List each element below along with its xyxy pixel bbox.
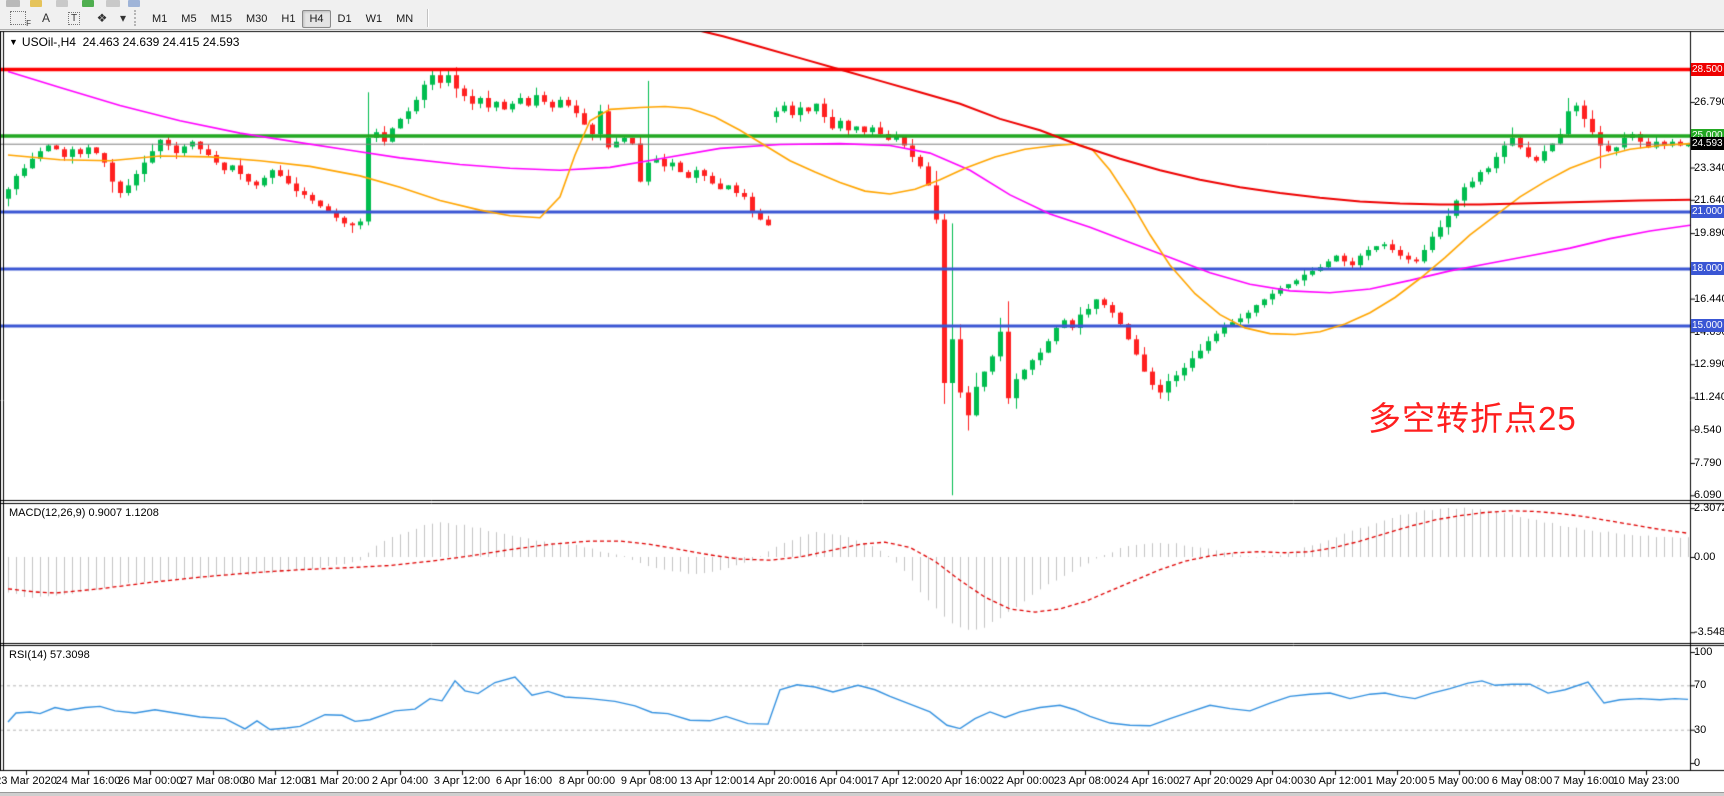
rsi-label: RSI(14) 57.3098 [9, 649, 90, 661]
price-tick-label: 19.890 [1694, 227, 1724, 240]
time-tick-label: 23 Apr 08:00 [1053, 775, 1117, 787]
time-tick-label: 7 May 16:00 [1553, 775, 1615, 787]
macd-tick-label: -3.5484 [1694, 626, 1724, 639]
time-tick-label: 17 Apr 12:00 [866, 775, 930, 787]
time-tick-label: 9 Apr 08:00 [620, 775, 678, 787]
price-level-tag: 18.000 [1691, 262, 1724, 275]
time-tick-label: 2 Apr 04:00 [371, 775, 429, 787]
chart-symbol: USOil-,H4 [21, 35, 76, 49]
time-tick-label: 22 Apr 00:00 [991, 775, 1055, 787]
price-tick-label: 9.540 [1694, 423, 1722, 436]
chart-dropdown-icon[interactable]: ▼ [9, 37, 18, 47]
time-tick-label: 16 Apr 04:00 [804, 775, 868, 787]
macd-label: MACD(12,26,9) 0.9007 1.1208 [9, 507, 159, 519]
time-tick-label: 31 Mar 20:00 [304, 775, 370, 787]
time-tick-label: 5 May 00:00 [1428, 775, 1490, 787]
time-tick-label: 27 Apr 20:00 [1178, 775, 1242, 787]
macd-tick-label: 0.00 [1694, 551, 1716, 563]
macd-values: 0.9007 1.1208 [88, 507, 159, 519]
time-tick-label: 30 Apr 12:00 [1303, 775, 1367, 787]
chart-title: ▼ USOil-,H4 24.463 24.639 24.415 24.593 [9, 35, 239, 49]
rsi-tick-label: 70 [1694, 679, 1707, 692]
annotation-text: 多空转折点25 [1368, 400, 1577, 437]
rsi-tick-label: 0 [1694, 757, 1701, 769]
rsi-tick-label: 100 [1694, 646, 1713, 658]
rsi-tick-label: 30 [1694, 723, 1707, 736]
price-tick-label: 7.790 [1694, 456, 1722, 469]
price-tick-label: 16.440 [1694, 292, 1724, 305]
price-tick-label: 23.340 [1694, 161, 1724, 174]
time-tick-label: 3 Apr 12:00 [433, 775, 491, 787]
time-tick-label: 20 Apr 16:00 [929, 775, 993, 787]
time-tick-label: 27 Mar 08:00 [180, 775, 246, 787]
window-bottom-edge [0, 792, 1724, 796]
time-tick-label: 23 Mar 2020 [0, 775, 57, 787]
time-tick-label: 14 Apr 20:00 [742, 775, 806, 787]
price-tick-label: 6.090 [1694, 489, 1722, 502]
time-tick-label: 6 Apr 16:00 [495, 775, 553, 787]
price-level-tag: 28.500 [1691, 62, 1724, 76]
time-tick-label: 24 Mar 16:00 [55, 775, 121, 787]
time-tick-label: 30 Mar 12:00 [242, 775, 308, 787]
price-level-tag: 24.593 [1691, 136, 1724, 150]
time-tick-label: 8 Apr 00:00 [558, 775, 616, 787]
time-tick-label: 6 May 08:00 [1491, 775, 1553, 787]
time-tick-label: 13 Apr 12:00 [679, 775, 743, 787]
time-tick-label: 1 May 20:00 [1366, 775, 1428, 787]
price-tick-label: 12.990 [1694, 358, 1724, 371]
macd-tick-label: 2.3072 [1694, 502, 1724, 515]
time-tick-label: 24 Apr 16:00 [1116, 775, 1180, 787]
price-level-tag: 15.000 [1691, 319, 1724, 332]
rsi-value: 57.3098 [49, 649, 90, 661]
price-tick-label: 26.790 [1694, 95, 1724, 108]
time-tick-label: 29 Apr 04:00 [1240, 775, 1304, 787]
price-tick-label: 21.640 [1694, 193, 1724, 206]
price-tick-label: 11.240 [1694, 391, 1724, 404]
time-tick-label: 26 Mar 00:00 [117, 775, 183, 787]
price-level-tag: 21.000 [1691, 205, 1724, 218]
time-tick-label: 10 May 23:00 [1612, 775, 1680, 787]
chart-ohlc: 24.463 24.639 24.415 24.593 [82, 35, 240, 49]
